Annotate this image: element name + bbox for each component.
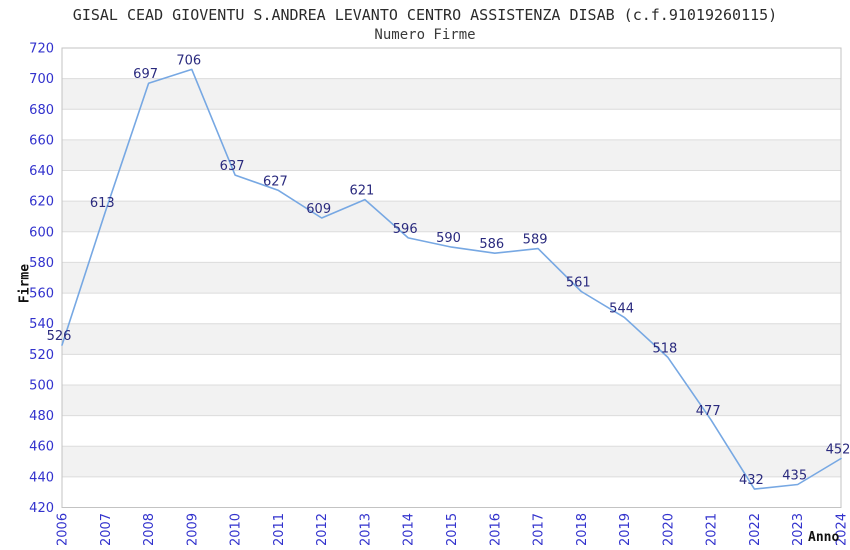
x-tick-label: 2016: [488, 513, 503, 546]
y-tick-label: 500: [29, 378, 54, 393]
data-point-label: 627: [263, 174, 288, 189]
y-tick-label: 600: [29, 225, 54, 240]
data-point-label: 586: [479, 237, 504, 252]
y-tick-label: 700: [29, 72, 54, 87]
x-tick-label: 2009: [185, 513, 200, 546]
x-tick-label: 2019: [618, 513, 633, 546]
x-tick-label: 2017: [532, 513, 547, 546]
y-tick-label: 640: [29, 164, 54, 179]
plot-border: [61, 47, 842, 508]
data-point-label: 561: [566, 276, 591, 291]
y-tick-label: 680: [29, 103, 54, 118]
y-tick-label: 720: [29, 42, 54, 57]
x-tick-label: 2006: [56, 513, 71, 546]
x-tick-label: 2013: [358, 513, 373, 546]
data-point-label: 544: [609, 302, 634, 317]
data-point-label: 590: [436, 231, 461, 246]
data-point-label: 637: [220, 159, 245, 174]
y-tick-label: 480: [29, 409, 54, 424]
data-point-label: 432: [739, 473, 764, 488]
data-point-label: 526: [47, 329, 72, 344]
x-axis-title: Anno: [808, 530, 840, 545]
x-tick-label: 2011: [272, 513, 287, 546]
y-tick-label: 520: [29, 348, 54, 363]
data-point-label: 589: [523, 233, 548, 248]
y-axis-ticks: 720 700 680 660 640 620 600 580 560 540 520 500 480 4…: [29, 42, 54, 517]
data-point-label: 697: [133, 67, 158, 82]
data-point-label: 621: [349, 184, 374, 199]
chart-title: GISAL CEAD GIOVENTU S.ANDREA LEVANTO CEN…: [72, 6, 778, 24]
x-axis-ticks: 2006 2007 2008 2009 2010 2011 2012 2013 2014 2015…: [56, 513, 850, 546]
data-point-label: 518: [652, 341, 677, 356]
y-tick-label: 580: [29, 256, 54, 271]
data-point-label: 452: [826, 443, 850, 458]
y-gridlines: [62, 78, 841, 478]
chart-subtitle: Numero Firme: [374, 27, 476, 43]
y-tick-label: 420: [29, 501, 54, 516]
y-tick-label: 540: [29, 317, 54, 332]
data-point-label: 613: [90, 196, 115, 211]
x-tick-label: 2008: [142, 513, 157, 546]
x-tick-label: 2024: [835, 513, 850, 546]
y-tick-label: 560: [29, 287, 54, 302]
x-tick-label: 2014: [402, 513, 417, 546]
x-tick-label: 2022: [748, 513, 763, 546]
y-tick-label: 460: [29, 440, 54, 455]
data-point-label: 596: [393, 222, 418, 237]
data-point-label: 706: [176, 53, 201, 68]
y-axis-title: Firme: [17, 263, 33, 304]
x-tick-label: 2010: [229, 513, 244, 546]
y-tick-label: 620: [29, 195, 54, 210]
data-point-label: 609: [306, 202, 331, 217]
x-tick-label: 2018: [575, 513, 590, 546]
data-line: [61, 68, 842, 490]
data-labels: 526 613 697 706 637 627 609 621 596 590 586 589 561 5…: [47, 53, 850, 488]
data-point-label: 477: [696, 404, 721, 419]
y-tick-label: 440: [29, 470, 54, 485]
y-tick-label: 660: [29, 133, 54, 148]
x-tick-label: 2012: [315, 513, 330, 546]
x-tick-label: 2021: [705, 513, 720, 546]
plot-bands: [62, 78, 841, 477]
x-tick-label: 2015: [445, 513, 460, 546]
x-tick-label: 2007: [99, 513, 114, 546]
x-tick-label: 2023: [791, 513, 806, 546]
x-tick-label: 2020: [661, 513, 676, 546]
data-point-label: 435: [782, 469, 807, 484]
